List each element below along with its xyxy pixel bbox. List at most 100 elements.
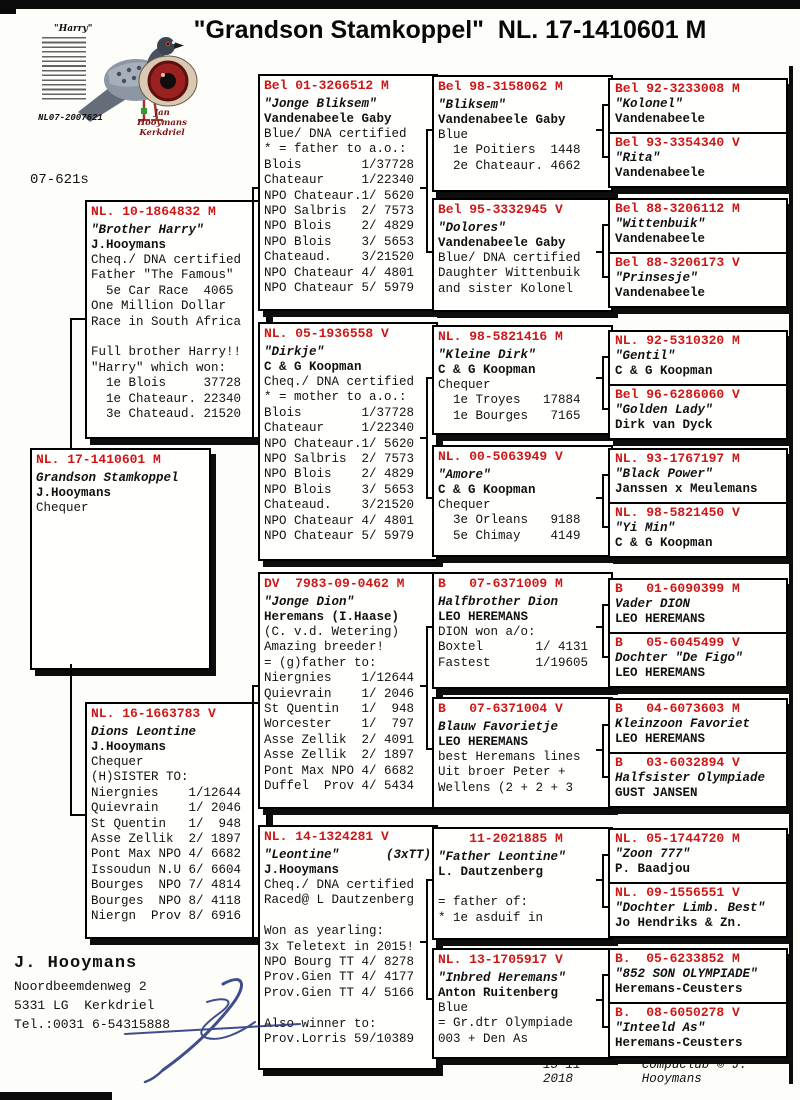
phone-line: Tel.:0031 6-54315888 xyxy=(14,1017,171,1032)
owner-name: P. Baadjou xyxy=(615,862,691,876)
owner-name: LEO HEREMANS xyxy=(615,732,706,746)
ring-header: NL. 05-1744720 M xyxy=(615,831,740,846)
connector-line xyxy=(70,318,72,450)
owner-name: Vandenabeele xyxy=(615,286,706,300)
connector-line xyxy=(602,604,604,658)
address-line: 5331 LG Kerkdriel xyxy=(14,998,155,1013)
owner-address-block: J. Hooymans Noordbeemdenweg 2 5331 LG Ke… xyxy=(14,954,170,1034)
connector-line xyxy=(596,999,603,1001)
pedigree-box-kleinzoon-favoriet: B 04-6073603 M Kleinzoon Favoriet LEO HE… xyxy=(610,700,786,752)
owner-name: Vandenabeele Gaby xyxy=(438,236,566,250)
bird-name: "Brother Harry" xyxy=(91,223,204,237)
connector-line xyxy=(426,129,433,131)
ring-header: Bel 88-3206173 V xyxy=(615,255,740,270)
connector-line xyxy=(602,854,604,908)
connector-line xyxy=(252,187,254,439)
performance-list: Chequer (H)SISTER TO: Niergnies 1/12644 … xyxy=(91,755,242,924)
pigeon-eye-photo xyxy=(138,55,198,107)
owner-name: Jo Hendriks & Zn. xyxy=(615,916,743,930)
scan-edge-right xyxy=(789,66,793,1084)
connector-line xyxy=(602,104,604,158)
connector-line xyxy=(602,356,604,410)
photo-ring-number: NL07-2007621 xyxy=(38,113,103,123)
connector-line xyxy=(426,998,433,1000)
owner-name: J.Hooymans xyxy=(264,863,340,877)
owner-name: C & G Koopman xyxy=(438,483,536,497)
connector-line xyxy=(602,224,604,278)
pedigree-box-father-leontine: 11-2021885 M "Father Leontine" L. Dautze… xyxy=(432,827,613,940)
ring-header: Bel 88-3206112 M xyxy=(615,201,740,216)
photo-owner-location: Kerkdriel xyxy=(139,128,185,138)
pedigree-box-dochter-limb-best: NL. 09-1556551 V "Dochter Limb. Best" Jo… xyxy=(610,882,786,936)
owner-name: GUST JANSEN xyxy=(615,786,698,800)
owner-name: C & G Koopman xyxy=(438,363,536,377)
pedigree-box-dolores: Bel 95-3332945 V "Dolores" Vandenabeele … xyxy=(432,198,613,312)
owner-name: C & G Koopman xyxy=(615,536,713,550)
pedigree-box-dochter-de-figo: B 05-6045499 V Dochter "De Figo" LEO HER… xyxy=(610,632,786,686)
bird-name: "Prinsesje" xyxy=(615,271,698,285)
owner-name: L. Dautzenberg xyxy=(438,865,544,879)
owner-name: J.Hooymans xyxy=(91,238,167,252)
pedigree-pair-wittenbuik-prinsesje: Bel 88-3206112 M "Wittenbuik" Vandenabee… xyxy=(608,198,788,308)
connector-line xyxy=(426,377,428,499)
ring-header: NL. 98-5821450 V xyxy=(615,505,740,520)
pedigree-box-zoon-777: NL. 05-1744720 M "Zoon 777" P. Baadjou xyxy=(610,830,786,882)
connector-line xyxy=(602,974,604,1028)
bird-name: "Dolores" xyxy=(438,221,506,235)
owner-name: Vandenabeele xyxy=(615,112,706,126)
ring-header: NL. 17-1410601 M xyxy=(36,452,161,467)
ring-header: DV 7983-09-0462 M xyxy=(264,576,405,591)
connector-line xyxy=(602,356,609,358)
pedigree-box-black-power: NL. 93-1767197 M "Black Power" Janssen x… xyxy=(610,450,786,502)
pedigree-box-rita: Bel 93-3354340 V "Rita" Vandenabeele xyxy=(610,132,786,186)
connector-line xyxy=(596,626,603,628)
ring-header: B 07-6371009 M xyxy=(438,576,563,591)
connector-line xyxy=(426,748,433,750)
ring-header: Bel 01-3266512 M xyxy=(264,78,389,93)
bird-name: "Yi Min" xyxy=(615,521,676,535)
connector-line xyxy=(602,474,604,528)
performance-list: = father of: * 1e asduif in xyxy=(438,895,544,925)
connector-line xyxy=(70,318,86,320)
pedigree-box-leontine: NL. 14-1324281 V "Leontine" (3xTT) J.Hoo… xyxy=(258,825,438,1070)
connector-line xyxy=(426,129,428,253)
pedigree-box-jonge-bliksem: Bel 01-3266512 M "Jonge Bliksem" Vandena… xyxy=(258,74,438,311)
bird-name: "Dochter Limb. Best" xyxy=(615,901,766,915)
owner-name: LEO HEREMANS xyxy=(438,735,529,749)
pedigree-box-inbred-heremans: NL. 13-1705917 V "Inbred Heremans" Anton… xyxy=(432,948,613,1059)
owner-name: LEO HEREMANS xyxy=(615,666,706,680)
connector-line xyxy=(426,879,433,881)
ring-header: NL. 14-1324281 V xyxy=(264,829,389,844)
connector-line xyxy=(602,1026,609,1028)
pedigree-box-inteeld-as: B. 08-6050278 V "Inteeld As" Heremans-Ce… xyxy=(610,1002,786,1056)
connector-line xyxy=(602,104,609,106)
pedigree-box-subject: NL. 17-1410601 M Grandson Stamkoppel J.H… xyxy=(30,448,211,670)
pedigree-box-prinsesje: Bel 88-3206173 V "Prinsesje" Vandenabeel… xyxy=(610,252,786,306)
bird-name: "Rita" xyxy=(615,151,661,165)
bird-name: "Amore" xyxy=(438,468,491,482)
bird-name: "852 SON OLYMPIADE" xyxy=(615,967,758,981)
scan-edge-top-notch xyxy=(0,9,16,14)
address-line: Noordbeemdenweg 2 xyxy=(14,979,147,994)
connector-line xyxy=(596,497,603,499)
bird-name: "Father Leontine" xyxy=(438,850,566,864)
connector-line xyxy=(426,251,433,253)
connector-line xyxy=(252,437,259,439)
pigeon-name-caption: "Harry" xyxy=(54,24,93,34)
owner-footer-name: J. Hooymans xyxy=(14,954,138,973)
owner-name: C & G Koopman xyxy=(264,360,362,374)
performance-list: Chequer xyxy=(36,501,89,515)
pedigree-pair-852-son-inteeld-as: B. 05-6233852 M "852 SON OLYMPIADE" Here… xyxy=(608,948,788,1058)
connector-line xyxy=(596,879,603,881)
performance-list: Cheq./ DNA certified Raced@ L Dautzenber… xyxy=(264,878,415,1047)
connector-line xyxy=(602,474,609,476)
bird-name: "Inbred Heremans" xyxy=(438,971,566,985)
connector-line xyxy=(602,906,609,908)
pedigree-box-golden-lady: Bel 96-6286060 V "Golden Lady" Dirk van … xyxy=(610,384,786,438)
connector-line xyxy=(420,941,427,943)
bird-name: "Kolonel" xyxy=(615,97,683,111)
ring-header: B 05-6045499 V xyxy=(615,635,740,650)
owner-name: Heremans-Ceusters xyxy=(615,982,743,996)
pedigree-box-dions-leontine: NL. 16-1663783 V Dions Leontine J.Hooyma… xyxy=(85,702,268,939)
pedigree-pair-zoon-777-dochter-limb-best: NL. 05-1744720 M "Zoon 777" P. Baadjou N… xyxy=(608,828,788,938)
